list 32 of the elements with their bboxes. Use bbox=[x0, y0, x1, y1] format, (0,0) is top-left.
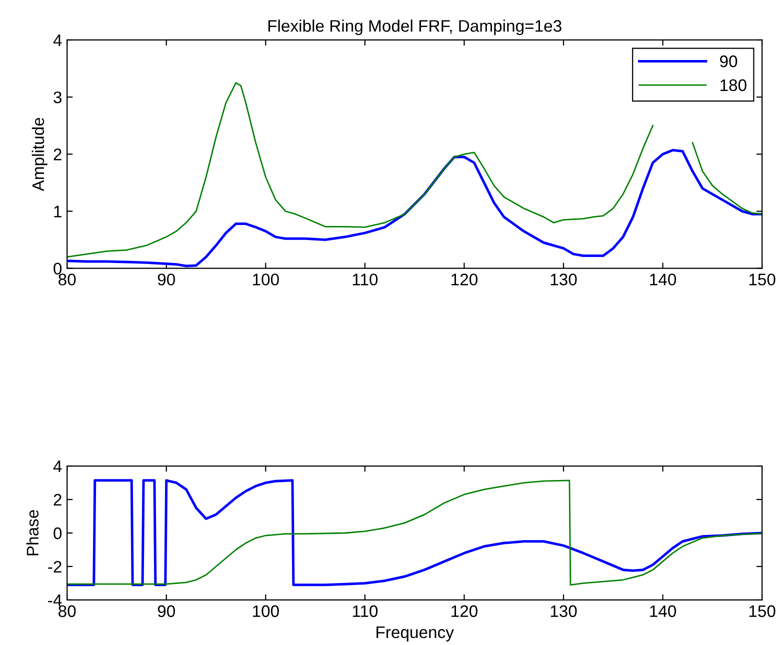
x-tick-label: 80 bbox=[58, 274, 76, 286]
x-tick-label: 150 bbox=[749, 274, 776, 286]
y-tick-label: 3 bbox=[54, 91, 62, 104]
y-axis-title: Amplitude bbox=[32, 118, 48, 192]
x-tick-label: 150 bbox=[749, 605, 776, 618]
legend-label: 90 bbox=[720, 55, 738, 68]
y-tick-label: 4 bbox=[53, 460, 62, 472]
y-tick-label: 2 bbox=[54, 494, 62, 506]
x-tick-label: 140 bbox=[650, 274, 676, 286]
x-tick-label: 130 bbox=[550, 605, 577, 618]
x-tick-label: 80 bbox=[58, 605, 76, 618]
x-tick-label: 100 bbox=[253, 605, 279, 618]
x-tick-label: 130 bbox=[550, 274, 577, 286]
x-tick-label: 100 bbox=[253, 274, 279, 286]
x-tick-label: 120 bbox=[452, 605, 478, 618]
y-tick-label: 4 bbox=[53, 34, 62, 46]
x-tick-label: 140 bbox=[650, 605, 676, 618]
x-tick-label: 90 bbox=[158, 605, 175, 618]
legend-label: 180 bbox=[720, 79, 746, 92]
x-tick-label: 110 bbox=[352, 605, 378, 618]
y-tick-label: -2 bbox=[48, 560, 62, 573]
x-tick-label: 120 bbox=[452, 274, 478, 286]
x-axis-title: Frequency bbox=[376, 626, 454, 642]
y-tick-label: 0 bbox=[54, 527, 62, 540]
y-axis-title: Phase bbox=[26, 510, 39, 556]
y-tick-label: 2 bbox=[54, 148, 62, 160]
y-tick-label: 1 bbox=[54, 206, 62, 218]
x-tick-label: 90 bbox=[158, 274, 175, 286]
x-tick-label: 110 bbox=[352, 274, 378, 286]
y-tick-label: -4 bbox=[48, 594, 62, 606]
chart-title: Flexible Ring Model FRF, Damping=1e3 bbox=[268, 20, 562, 36]
y-tick-label: 0 bbox=[54, 262, 62, 275]
